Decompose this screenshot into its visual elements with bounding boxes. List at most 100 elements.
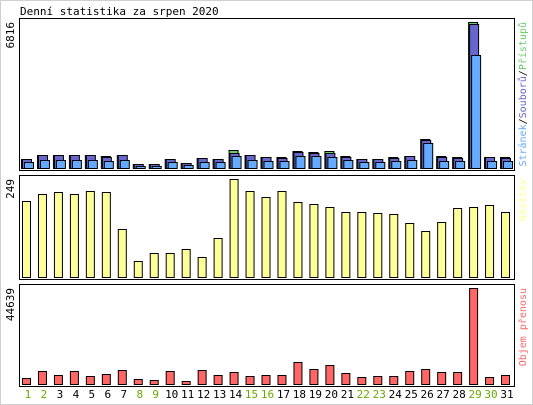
x-tick-day-12: 12 xyxy=(197,388,210,401)
x-axis-day-labels: 1 2 3 4 5 6 7 8 9 10 11 12 13 14 15 16 17 18 19 20 21 22 23 24 2… xyxy=(25,388,514,401)
bar-kbytes-day-29 xyxy=(469,288,479,385)
x-tick-day-30: 30 xyxy=(484,388,497,401)
bar-pages-day-20 xyxy=(327,157,338,169)
legend-traffic: Stránek/Souborů/Přístupů xyxy=(517,22,529,167)
legend-separator: / xyxy=(518,70,529,76)
bar-kbytes-day-7 xyxy=(117,370,127,385)
bar-visits-day-27 xyxy=(437,222,447,278)
x-tick-day-16: 16 xyxy=(261,388,274,401)
bar-kbytes-day-8 xyxy=(133,379,143,385)
bar-visits-day-7 xyxy=(117,229,127,278)
bar-visits-day-21 xyxy=(341,212,351,278)
x-tick-day-28: 28 xyxy=(452,388,465,401)
bar-kbytes-day-2 xyxy=(37,371,47,385)
x-tick-day-14: 14 xyxy=(229,388,243,401)
bar-kbytes-day-27 xyxy=(437,372,447,385)
legend-entry: Přístupů xyxy=(517,22,529,70)
bar-visits-day-22 xyxy=(357,212,367,278)
x-tick-day-31: 31 xyxy=(500,388,513,401)
bar-pages-day-8 xyxy=(135,166,146,169)
bar-visits-day-19 xyxy=(309,204,319,278)
bar-kbytes-day-17 xyxy=(277,375,287,385)
bar-pages-day-6 xyxy=(103,161,114,169)
bar-visits-day-17 xyxy=(277,191,287,278)
bar-pages-day-2 xyxy=(39,160,50,169)
bar-kbytes-day-16 xyxy=(261,375,271,385)
bar-pages-day-5 xyxy=(87,160,98,169)
x-tick-day-11: 11 xyxy=(181,388,194,401)
bar-kbytes-day-24 xyxy=(389,376,399,385)
panel-kbytes: 44639 Objem přenosu xyxy=(4,284,529,387)
x-tick-day-9: 9 xyxy=(152,388,159,401)
x-tick-day-23: 23 xyxy=(373,388,386,401)
bar-visits-day-18 xyxy=(293,202,303,278)
bar-pages-day-7 xyxy=(119,160,130,169)
bar-visits-day-14 xyxy=(229,179,239,278)
bar-pages-day-1 xyxy=(24,162,34,169)
bar-pages-day-12 xyxy=(199,162,210,169)
bar-pages-day-27 xyxy=(439,161,450,169)
bar-visits-day-30 xyxy=(485,205,495,278)
bar-kbytes-day-12 xyxy=(197,370,207,385)
bar-kbytes-day-18 xyxy=(293,362,303,385)
bar-visits-day-29 xyxy=(469,207,479,278)
bar-kbytes-day-9 xyxy=(149,380,159,385)
x-tick-day-25: 25 xyxy=(405,388,418,401)
x-tick-day-1: 1 xyxy=(25,388,32,401)
bar-pages-day-25 xyxy=(407,160,418,169)
x-tick-day-29: 29 xyxy=(468,388,481,401)
bar-visits-day-5 xyxy=(85,191,95,278)
x-tick-day-21: 21 xyxy=(341,388,354,401)
legend-entry: Návštěv xyxy=(517,179,529,221)
bar-pages-day-29 xyxy=(471,55,482,169)
bar-pages-day-23 xyxy=(375,162,386,169)
bar-pages-day-30 xyxy=(487,161,498,169)
bar-visits-day-16 xyxy=(261,197,271,278)
legend-entry: Souborů xyxy=(517,76,529,118)
bar-pages-day-21 xyxy=(343,160,354,169)
bar-pages-day-4 xyxy=(71,160,82,169)
x-tick-day-26: 26 xyxy=(421,388,434,401)
x-tick-day-15: 15 xyxy=(245,388,258,401)
bar-visits-day-25 xyxy=(405,223,415,278)
bar-visits-day-6 xyxy=(101,192,111,278)
bar-kbytes-day-25 xyxy=(405,371,415,385)
x-tick-day-4: 4 xyxy=(73,388,80,401)
legend-kbytes: Objem přenosu xyxy=(517,288,529,366)
bar-pages-day-10 xyxy=(167,162,178,169)
bar-kbytes-day-6 xyxy=(101,374,111,385)
bar-pages-day-9 xyxy=(151,166,162,169)
bar-pages-day-15 xyxy=(247,160,258,169)
bar-visits-day-13 xyxy=(213,238,223,278)
bar-pages-day-17 xyxy=(279,161,290,169)
x-tick-day-27: 27 xyxy=(437,388,450,401)
chart-title: Denní statistika za srpen 2020 xyxy=(20,5,219,18)
bar-visits-day-20 xyxy=(325,207,335,278)
bar-visits-day-15 xyxy=(245,191,255,278)
bar-visits-day-31 xyxy=(501,212,511,278)
bar-kbytes-day-3 xyxy=(53,375,63,385)
x-tick-day-13: 13 xyxy=(213,388,226,401)
bar-kbytes-day-22 xyxy=(357,377,367,385)
bar-visits-day-2 xyxy=(37,194,47,278)
bar-visits-day-10 xyxy=(165,253,175,278)
x-tick-day-17: 17 xyxy=(277,388,290,401)
bar-visits-day-12 xyxy=(197,257,207,278)
bar-pages-day-16 xyxy=(263,161,274,169)
bar-kbytes-day-15 xyxy=(245,376,255,385)
legend-entry: Objem přenosu xyxy=(517,288,529,366)
bar-visits-day-23 xyxy=(373,213,383,278)
bar-pages-day-28 xyxy=(455,161,466,169)
bar-kbytes-day-19 xyxy=(309,369,319,385)
bar-pages-day-24 xyxy=(391,161,402,169)
bar-visits-day-8 xyxy=(133,261,143,278)
x-tick-day-6: 6 xyxy=(105,388,112,401)
bar-visits-day-24 xyxy=(389,214,399,278)
x-tick-day-20: 20 xyxy=(325,388,338,401)
legend-visits: Návštěv xyxy=(517,179,529,221)
